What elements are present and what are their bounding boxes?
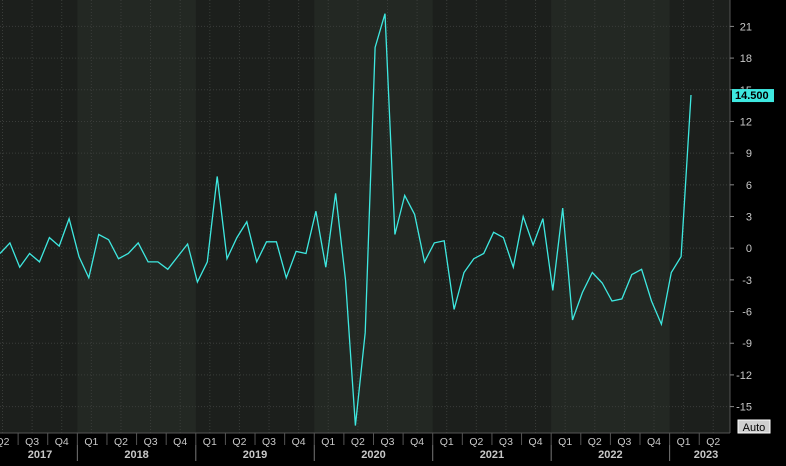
year-label: 2021 bbox=[480, 449, 504, 461]
y-tick-label: 18 bbox=[740, 53, 752, 65]
x-tick-label: Q1 bbox=[558, 436, 572, 448]
x-tick-label: Q1 bbox=[203, 436, 217, 448]
series-line bbox=[0, 13, 692, 426]
x-tick-label: Q2 bbox=[706, 436, 720, 448]
x-tick-label: Q1 bbox=[677, 436, 691, 448]
x-tick-label: Q4 bbox=[529, 436, 543, 448]
x-tick-label: Q1 bbox=[440, 436, 454, 448]
y-tick-label: -9 bbox=[742, 338, 752, 350]
y-tick-label: -6 bbox=[742, 307, 752, 319]
x-tick-label: Q2 bbox=[588, 436, 602, 448]
x-tick-label: Q2 bbox=[114, 436, 128, 448]
x-tick-label: Q3 bbox=[262, 436, 276, 448]
x-tick-label: Q4 bbox=[55, 436, 69, 448]
y-tick-label: -12 bbox=[736, 370, 752, 382]
y-tick-label: 6 bbox=[746, 180, 752, 192]
auto-scale-button-label: Auto bbox=[743, 422, 766, 434]
y-tick-label: -3 bbox=[742, 275, 752, 287]
auto-scale-button[interactable] bbox=[737, 419, 771, 434]
last-value-label: 14.500 bbox=[735, 90, 769, 102]
x-tick-label: Q3 bbox=[617, 436, 631, 448]
year-band bbox=[77, 0, 196, 433]
x-tick-label: Q4 bbox=[173, 436, 187, 448]
y-tick-label: 3 bbox=[746, 212, 752, 224]
x-tick-label: Q3 bbox=[380, 436, 394, 448]
y-tick-label: 12 bbox=[740, 116, 752, 128]
y-tick-label: -15 bbox=[736, 402, 752, 414]
x-tick-label: Q4 bbox=[647, 436, 661, 448]
x-tick-label: Q3 bbox=[144, 436, 158, 448]
x-tick-label: Q2 bbox=[351, 436, 365, 448]
y-tick-label: 0 bbox=[746, 243, 752, 255]
x-tick-label: Q3 bbox=[499, 436, 513, 448]
y-tick-label: 21 bbox=[740, 21, 752, 33]
x-tick-label: Q1 bbox=[84, 436, 98, 448]
x-tick-label: Q4 bbox=[292, 436, 306, 448]
year-label: 2022 bbox=[598, 449, 622, 461]
year-label: 2023 bbox=[694, 449, 718, 461]
x-tick-label: Q4 bbox=[410, 436, 424, 448]
last-value-badge bbox=[732, 89, 774, 103]
year-label: 2019 bbox=[243, 449, 267, 461]
x-tick-label: Q3 bbox=[25, 436, 39, 448]
x-tick-label: Q2 bbox=[469, 436, 483, 448]
year-label: 2017 bbox=[28, 449, 52, 461]
x-axis-band bbox=[0, 433, 786, 461]
year-label: 2020 bbox=[361, 449, 385, 461]
y-tick-label: 9 bbox=[746, 148, 752, 160]
x-tick-label: Q2 bbox=[232, 436, 246, 448]
x-tick-label: Q1 bbox=[321, 436, 335, 448]
x-tick-label: Q2 bbox=[0, 436, 10, 448]
year-label: 2018 bbox=[124, 449, 148, 461]
